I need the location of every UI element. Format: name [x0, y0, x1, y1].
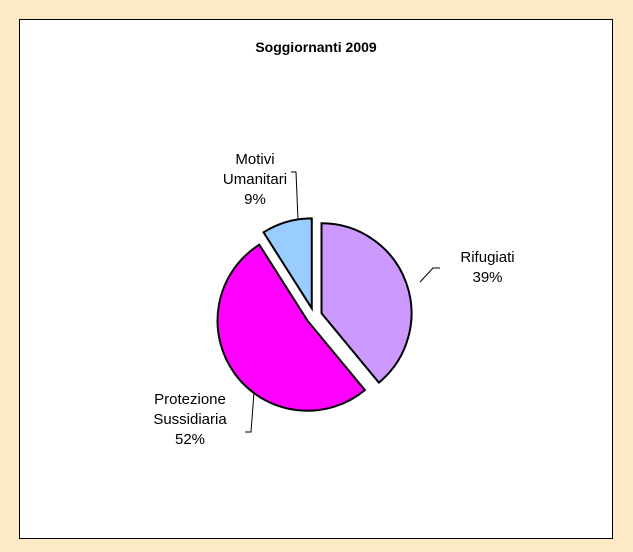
pie-slice [262, 217, 313, 312]
chart-title: Soggiornanti 2009 [255, 39, 377, 55]
slice-category: Motivi Umanitari [222, 151, 288, 188]
chart-area [19, 19, 613, 539]
leader-line [291, 171, 299, 221]
slice-value-label: 39% [472, 269, 503, 286]
pie-slice [216, 243, 367, 412]
leader-line [245, 391, 255, 433]
slice-category: Protezione Sussidiaria [153, 391, 227, 428]
slice-value-label: 52% [174, 431, 206, 448]
pie-slice [320, 222, 413, 385]
slice-category: Rifugiati [460, 249, 515, 266]
leader-line [419, 267, 440, 283]
slice-value-label: 9% [244, 191, 266, 208]
